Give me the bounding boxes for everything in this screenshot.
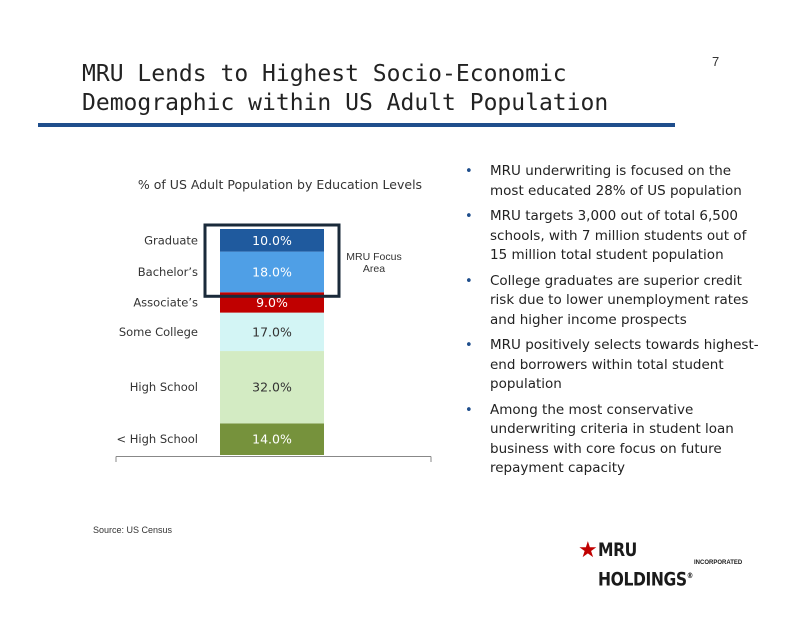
source-note: Source: US Census	[93, 525, 173, 535]
data-label-some-college: 17.0%	[252, 324, 292, 339]
data-label-associate-s: 9.0%	[256, 295, 288, 310]
bullet-marker: •	[465, 402, 473, 418]
bullet-marker: •	[465, 164, 473, 179]
registered-mark: ®	[686, 571, 694, 580]
bullet-list: • MRU underwriting is focused on the most…	[460, 162, 760, 485]
bullet-marker: •	[465, 209, 473, 224]
bullet-item: • MRU underwriting is focused on the most…	[460, 162, 760, 201]
bullet-text: College graduates are superior credit ri…	[490, 272, 749, 328]
company-logo: ★ MRU HOLDINGS® INCORPORATED	[578, 537, 758, 591]
focus-annotation-line: Area	[363, 263, 385, 275]
focus-annotation-line: MRU Focus	[346, 251, 401, 263]
category-label-graduate: Graduate	[144, 233, 198, 247]
data-label-bachelor-s: 18.0%	[252, 264, 292, 279]
data-label-high-school: 32.0%	[252, 380, 292, 395]
bar-segment-some-college	[220, 312, 324, 352]
bullet-item: • College graduates are superior credit r…	[460, 272, 760, 331]
category-label-high-school: High School	[130, 380, 198, 394]
page-number: 7	[712, 54, 720, 69]
focus-highlight-box	[203, 223, 341, 298]
bullet-text: MRU underwriting is focused on the most …	[490, 163, 742, 199]
data-label-graduate: 10.0%	[252, 233, 292, 248]
bullet-item: • MRU positively selects towards highest-…	[460, 336, 760, 395]
focus-annotation: MRU Focus Area	[346, 251, 401, 275]
category-label-associate-s: Associate’s	[133, 295, 198, 309]
category-label-some-college: Some College	[119, 325, 198, 339]
bullet-text: MRU positively selects towards highest-e…	[490, 337, 759, 392]
bar-segment-bachelor-s	[220, 251, 324, 293]
star-icon: ★	[578, 537, 598, 562]
bar-segment-graduate	[220, 229, 324, 252]
bullet-item: • Among the most conservative underwritin…	[460, 401, 760, 479]
bullet-item: • MRU targets 3,000 out of total 6,500 sc…	[460, 207, 760, 266]
logo-name: MRU HOLDINGS	[598, 539, 687, 591]
title-underline	[38, 123, 675, 127]
category-label-bachelor-s: Bachelor’s	[138, 265, 198, 279]
logo-subtitle: INCORPORATED	[694, 560, 743, 566]
data-label-high-school: 14.0%	[252, 432, 292, 447]
bullet-text: MRU targets 3,000 out of total 6,500 sch…	[490, 208, 747, 263]
bar-segment-high-school	[220, 423, 324, 455]
logo-wordmark: MRU HOLDINGS®	[598, 537, 729, 592]
category-label-high-school: < High School	[116, 432, 198, 446]
slide-title-line-1: MRU Lends to Highest Socio-Economic	[82, 61, 567, 87]
bullet-text: Among the most conservative underwriting…	[490, 401, 734, 477]
chart-title: % of US Adult Population by Education Le…	[137, 177, 423, 192]
bullet-marker: •	[465, 273, 473, 289]
slide-title: MRU Lends to Highest Socio-Economic Demo…	[82, 60, 722, 118]
bar-segment-high-school	[220, 351, 324, 424]
bullet-marker: •	[465, 338, 473, 353]
slide-title-line-2: Demographic within US Adult Population	[82, 90, 609, 116]
